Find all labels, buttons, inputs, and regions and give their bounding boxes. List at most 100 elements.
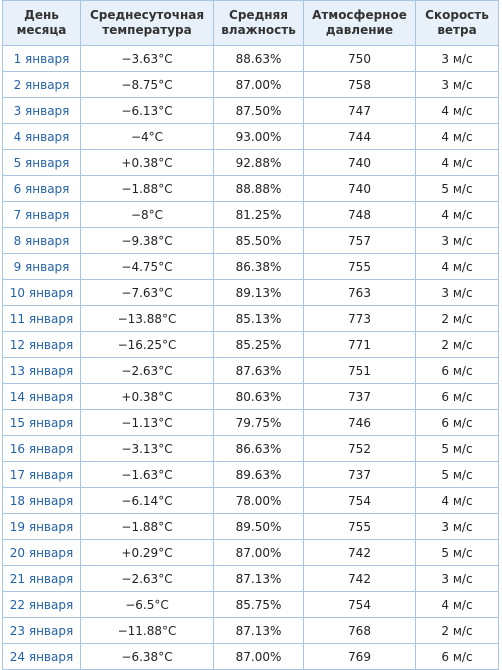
cell: 5 м/с (415, 461, 499, 488)
cell: 737 (303, 383, 416, 410)
cell: 5 м/с (415, 435, 499, 462)
cell: 773 (303, 305, 416, 332)
day-link[interactable]: 22 января (2, 591, 81, 618)
cell: 769 (303, 643, 416, 670)
cell: 752 (303, 435, 416, 462)
day-link[interactable]: 2 января (2, 71, 81, 98)
table-row: 13 января −2.63°C 87.63% 751 6 м/с (2, 357, 499, 384)
table-row: 15 января −1.13°C 79.75% 746 6 м/с (2, 409, 499, 436)
table-row: 16 января −3.13°C 86.63% 752 5 м/с (2, 435, 499, 462)
cell: 2 м/с (415, 331, 499, 358)
column-header: Среднесуточная температура (80, 0, 214, 46)
table-row: 5 января +0.38°C 92.88% 740 4 м/с (2, 149, 499, 176)
cell: 771 (303, 331, 416, 358)
cell: 4 м/с (415, 487, 499, 514)
cell: 3 м/с (415, 513, 499, 540)
table-body: 1 января −3.63°C 88.63% 750 3 м/с 2 января −8.… (2, 45, 499, 670)
cell: −6.38°C (80, 643, 214, 670)
cell: −6.13°C (80, 97, 214, 124)
cell: −3.63°C (80, 45, 214, 72)
cell: −8°C (80, 201, 214, 228)
day-link[interactable]: 14 января (2, 383, 81, 410)
day-link[interactable]: 5 января (2, 149, 81, 176)
table-row: 24 января −6.38°C 87.00% 769 6 м/с (2, 643, 499, 670)
table-row: 12 января −16.25°C 85.25% 771 2 м/с (2, 331, 499, 358)
cell: 747 (303, 97, 416, 124)
cell: +0.38°C (80, 149, 214, 176)
cell: −2.63°C (80, 565, 214, 592)
cell: 6 м/с (415, 643, 499, 670)
cell: −1.88°C (80, 513, 214, 540)
cell: −6.14°C (80, 487, 214, 514)
cell: 758 (303, 71, 416, 98)
day-link[interactable]: 20 января (2, 539, 81, 566)
day-link[interactable]: 24 января (2, 643, 81, 670)
day-link[interactable]: 6 января (2, 175, 81, 202)
column-header: Скорость ветра (415, 0, 499, 46)
cell: 4 м/с (415, 149, 499, 176)
day-link[interactable]: 3 января (2, 97, 81, 124)
cell: 5 м/с (415, 175, 499, 202)
cell: −8.75°C (80, 71, 214, 98)
day-link[interactable]: 7 января (2, 201, 81, 228)
day-link[interactable]: 11 января (2, 305, 81, 332)
cell: 740 (303, 149, 416, 176)
cell: 750 (303, 45, 416, 72)
cell: 6 м/с (415, 383, 499, 410)
day-link[interactable]: 23 января (2, 617, 81, 644)
cell: 742 (303, 565, 416, 592)
cell: 80.63% (213, 383, 304, 410)
cell: 2 м/с (415, 617, 499, 644)
cell: 6 м/с (415, 409, 499, 436)
day-link[interactable]: 18 января (2, 487, 81, 514)
cell: 4 м/с (415, 253, 499, 280)
day-link[interactable]: 19 января (2, 513, 81, 540)
cell: 2 м/с (415, 305, 499, 332)
table-row: 18 января −6.14°C 78.00% 754 4 м/с (2, 487, 499, 514)
day-link[interactable]: 12 января (2, 331, 81, 358)
cell: 87.50% (213, 97, 304, 124)
cell: 85.50% (213, 227, 304, 254)
column-header: Атмосферное давление (303, 0, 416, 46)
day-link[interactable]: 16 января (2, 435, 81, 462)
day-link[interactable]: 8 января (2, 227, 81, 254)
cell: 751 (303, 357, 416, 384)
cell: 763 (303, 279, 416, 306)
cell: −1.63°C (80, 461, 214, 488)
cell: 85.13% (213, 305, 304, 332)
table-row: 4 января −4°C 93.00% 744 4 м/с (2, 123, 499, 150)
cell: 4 м/с (415, 123, 499, 150)
day-link[interactable]: 10 января (2, 279, 81, 306)
day-link[interactable]: 4 января (2, 123, 81, 150)
cell: 746 (303, 409, 416, 436)
day-link[interactable]: 13 января (2, 357, 81, 384)
cell: 3 м/с (415, 45, 499, 72)
table-row: 6 января −1.88°C 88.88% 740 5 м/с (2, 175, 499, 202)
day-link[interactable]: 21 января (2, 565, 81, 592)
cell: −1.13°C (80, 409, 214, 436)
day-link[interactable]: 15 января (2, 409, 81, 436)
cell: 86.63% (213, 435, 304, 462)
cell: 5 м/с (415, 539, 499, 566)
cell: 85.25% (213, 331, 304, 358)
cell: 89.63% (213, 461, 304, 488)
cell: 4 м/с (415, 97, 499, 124)
cell: 755 (303, 513, 416, 540)
cell: 748 (303, 201, 416, 228)
table-row: 2 января −8.75°C 87.00% 758 3 м/с (2, 71, 499, 98)
cell: −9.38°C (80, 227, 214, 254)
table-row: 10 января −7.63°C 89.13% 763 3 м/с (2, 279, 499, 306)
cell: −4°C (80, 123, 214, 150)
cell: 88.63% (213, 45, 304, 72)
cell: 88.88% (213, 175, 304, 202)
cell: −4.75°C (80, 253, 214, 280)
cell: 4 м/с (415, 591, 499, 618)
day-link[interactable]: 1 января (2, 45, 81, 72)
day-link[interactable]: 9 января (2, 253, 81, 280)
column-header: Средняя влажность (213, 0, 304, 46)
cell: −2.63°C (80, 357, 214, 384)
day-link[interactable]: 17 января (2, 461, 81, 488)
column-header: День месяца (2, 0, 81, 46)
table-row: 14 января +0.38°C 80.63% 737 6 м/с (2, 383, 499, 410)
